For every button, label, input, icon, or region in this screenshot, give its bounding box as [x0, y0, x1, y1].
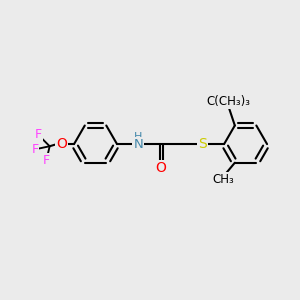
Text: C(CH₃)₃: C(CH₃)₃	[206, 95, 250, 109]
Text: CH₃: CH₃	[212, 173, 234, 186]
Text: F: F	[34, 128, 42, 141]
Text: O: O	[155, 161, 166, 175]
Text: F: F	[43, 154, 50, 166]
Text: N: N	[133, 138, 143, 151]
Text: S: S	[199, 137, 207, 151]
Text: F: F	[31, 143, 38, 156]
Text: H: H	[134, 132, 142, 142]
Text: O: O	[56, 137, 67, 151]
